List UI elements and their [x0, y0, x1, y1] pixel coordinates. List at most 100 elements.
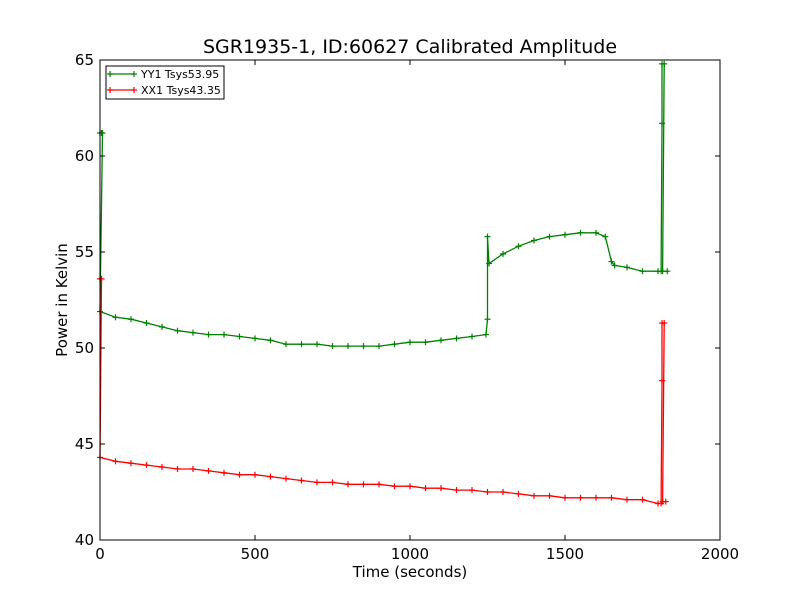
series-0-point-23 [407, 339, 413, 346]
x-tick-label-3: 1500 [546, 545, 584, 563]
plot-area-frame [99, 59, 721, 541]
series-1-point-20 [376, 481, 382, 488]
series-1-point-31 [546, 492, 553, 499]
series-0-point-20 [360, 343, 367, 350]
series-0-point-42 [624, 264, 630, 271]
series-1-point-18 [345, 481, 351, 488]
series-0-point-16 [298, 341, 305, 348]
series-1-point-3 [112, 458, 119, 465]
series-0-point-35 [546, 233, 553, 240]
series-0-point-38 [593, 229, 599, 236]
series-1-point-17 [329, 479, 336, 486]
series-1-point-22 [407, 483, 413, 490]
series-0-point-8 [174, 327, 181, 334]
chart-title: SGR1935-1, ID:60627 Calibrated Amplitude [203, 36, 617, 58]
series-1-point-27 [484, 489, 491, 495]
series-1-point-28 [500, 489, 506, 495]
series-0-point-46 [659, 120, 666, 127]
series-1-point-42 [661, 320, 668, 327]
series-1-point-29 [515, 490, 522, 497]
y-tick-label-3: 55 [75, 243, 94, 261]
y-tick-label-4: 60 [75, 147, 94, 165]
series-0-point-27 [469, 333, 475, 340]
series-1-point-21 [391, 483, 398, 490]
series-1-point-5 [143, 462, 150, 469]
series-0-point-41 [611, 262, 618, 269]
y-tick-label-5: 65 [75, 51, 94, 69]
series-0-point-22 [391, 341, 398, 348]
series-1-point-24 [438, 485, 444, 492]
series-1-point-23 [422, 485, 429, 492]
series-0-point-5 [128, 316, 134, 323]
series-1-point-15 [298, 477, 305, 484]
series-0-point-9 [190, 329, 196, 336]
series-0-point-13 [252, 335, 258, 342]
series-0-point-21 [376, 343, 382, 350]
tick-layer: 0 500 1000 1500 2000 40 45 50 55 60 65 [75, 51, 739, 563]
legend-yy1-label: YY1 Tsys53.95 [140, 68, 219, 81]
series-0-point-11 [221, 331, 227, 338]
series-0-point-40 [608, 258, 615, 265]
series-1-point-32 [562, 494, 568, 501]
series-1-point-44 [662, 498, 669, 505]
series-0-point-15 [283, 341, 289, 348]
series-1-point-30 [531, 492, 537, 499]
series-layer [97, 60, 671, 507]
series-0-point-19 [345, 343, 351, 350]
series-0-point-4 [112, 314, 119, 321]
x-tick-label-1: 500 [241, 545, 270, 563]
series-0-point-29 [484, 316, 491, 323]
series-1-point-13 [267, 473, 274, 480]
series-0-point-24 [422, 339, 429, 346]
series-1-point-4 [128, 460, 134, 467]
series-0-point-25 [438, 337, 444, 344]
series-1-point-33 [577, 494, 584, 501]
series-1-point-34 [593, 494, 599, 501]
series-0-point-18 [329, 343, 336, 350]
y-tick-label-0: 40 [75, 531, 94, 549]
series-1-point-10 [221, 469, 227, 476]
series-0-point-34 [531, 237, 537, 244]
series-0-point-14 [267, 337, 274, 344]
series-1-point-25 [453, 487, 460, 494]
series-0-point-30 [484, 233, 491, 240]
series-1-point-37 [639, 496, 646, 503]
series-0-point-33 [515, 243, 522, 250]
series-1-point-40 [659, 377, 666, 384]
series-1-point-35 [608, 494, 615, 501]
y-axis-label: Power in Kelvin [53, 243, 71, 357]
x-axis-label: Time (seconds) [352, 563, 468, 581]
series-1-point-12 [252, 471, 258, 478]
series-1-point-11 [236, 471, 243, 478]
legend-box [105, 65, 225, 100]
legend-xx1-label: XX1 Tsys43.35 [141, 84, 221, 97]
y-tick-label-2: 50 [75, 339, 94, 357]
series-1-point-8 [190, 465, 196, 472]
plot-area-background [100, 60, 720, 540]
series-0-point-31 [486, 260, 493, 267]
series-0-point-28 [482, 331, 489, 338]
x-tick-label-0: 0 [95, 545, 105, 563]
series-0-point-50 [664, 268, 671, 275]
series-0 [97, 60, 671, 350]
series-0-point-26 [453, 335, 460, 342]
series-0-point-6 [143, 320, 150, 327]
y-tick-label-1: 45 [75, 435, 94, 453]
series-1-point-14 [283, 475, 289, 482]
series-1-point-9 [205, 467, 212, 474]
x-tick-label-4: 2000 [701, 545, 739, 563]
series-0-point-17 [314, 341, 320, 348]
series-1 [97, 275, 669, 507]
series-1-point-16 [314, 479, 320, 486]
series-1-point-26 [469, 487, 475, 494]
series-0-point-43 [639, 268, 646, 275]
series-1-point-6 [159, 464, 165, 471]
series-1-point-36 [624, 496, 630, 503]
series-0-point-32 [500, 250, 506, 257]
series-0-point-10 [205, 331, 212, 338]
series-1-point-19 [360, 481, 367, 488]
series-0-point-36 [562, 231, 568, 238]
series-1-point-7 [174, 465, 181, 472]
